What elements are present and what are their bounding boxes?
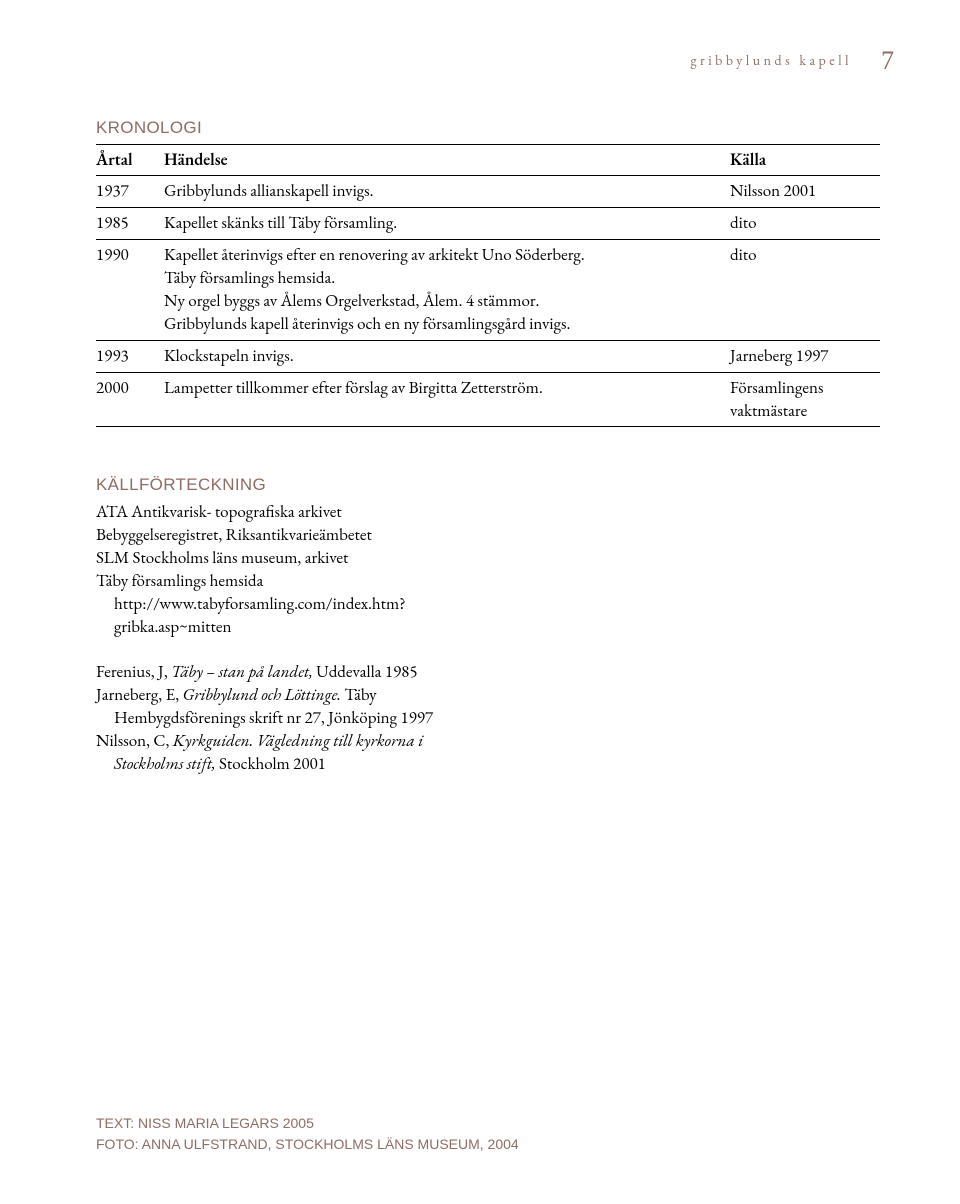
footer-line2: FOTO: ANNA ULFSTRAND, STOCKHOLMS LÄNS MU… xyxy=(96,1134,519,1154)
cell-source: dito xyxy=(730,239,880,340)
col-header-event: Händelse xyxy=(164,145,730,176)
table-row: 2000Lampetter tillkommer efter förslag a… xyxy=(96,372,880,427)
cell-source: Jarneberg 1997 xyxy=(730,340,880,372)
cell-event: Lampetter tillkommer efter förslag av Bi… xyxy=(164,372,730,427)
chronology-title: KRONOLOGI xyxy=(96,118,880,138)
running-head: gribbylunds kapell 7 xyxy=(96,52,880,70)
cell-event: Kapellet skänks till Täby församling. xyxy=(164,207,730,239)
chronology-table: Årtal Händelse Källa 1937Gribbylunds all… xyxy=(96,144,880,427)
footer-line1: TEXT: NISS MARIA LEGARS 2005 xyxy=(96,1113,519,1133)
cell-year: 1985 xyxy=(96,207,164,239)
cell-year: 1937 xyxy=(96,176,164,208)
cell-year: 1993 xyxy=(96,340,164,372)
source-bibliography: Nilsson, C, Kyrkguiden. Vägledning till … xyxy=(96,730,496,776)
cell-event: Gribbylunds allianskapell invigs. xyxy=(164,176,730,208)
cell-source: Församlingens vaktmästare xyxy=(730,372,880,427)
source-archive: Bebyggelseregistret, Riksantikvarieämbet… xyxy=(96,524,496,547)
cell-event: Klockstapeln invigs. xyxy=(164,340,730,372)
footer-credits: TEXT: NISS MARIA LEGARS 2005 FOTO: ANNA … xyxy=(96,1113,519,1154)
table-row: 1937Gribbylunds allianskapell invigs.Nil… xyxy=(96,176,880,208)
source-bibliography: Ferenius, J, Täby – stan på landet, Udde… xyxy=(96,661,496,684)
cell-source: dito xyxy=(730,207,880,239)
table-row: 1993Klockstapeln invigs.Jarneberg 1997 xyxy=(96,340,880,372)
cell-event: Kapellet återinvigs efter en renovering … xyxy=(164,239,730,340)
col-header-year: Årtal xyxy=(96,145,164,176)
page-number: 7 xyxy=(881,46,894,76)
sources-block: ATA Antikvarisk- topografiska arkivetBeb… xyxy=(96,501,496,775)
sources-title: KÄLLFÖRTECKNING xyxy=(96,475,880,495)
cell-year: 2000 xyxy=(96,372,164,427)
source-archive: Täby församlings hemsida http://www.taby… xyxy=(96,570,496,639)
table-row: 1990Kapellet återinvigs efter en renover… xyxy=(96,239,880,340)
source-bibliography: Jarneberg, E, Gribbylund och Löttinge. T… xyxy=(96,684,496,730)
table-row: 1985Kapellet skänks till Täby församling… xyxy=(96,207,880,239)
col-header-source: Källa xyxy=(730,145,880,176)
running-head-text: gribbylunds kapell xyxy=(690,52,852,70)
source-archive: SLM Stockholms läns museum, arkivet xyxy=(96,547,496,570)
cell-source: Nilsson 2001 xyxy=(730,176,880,208)
source-archive: ATA Antikvarisk- topografiska arkivet xyxy=(96,501,496,524)
cell-year: 1990 xyxy=(96,239,164,340)
